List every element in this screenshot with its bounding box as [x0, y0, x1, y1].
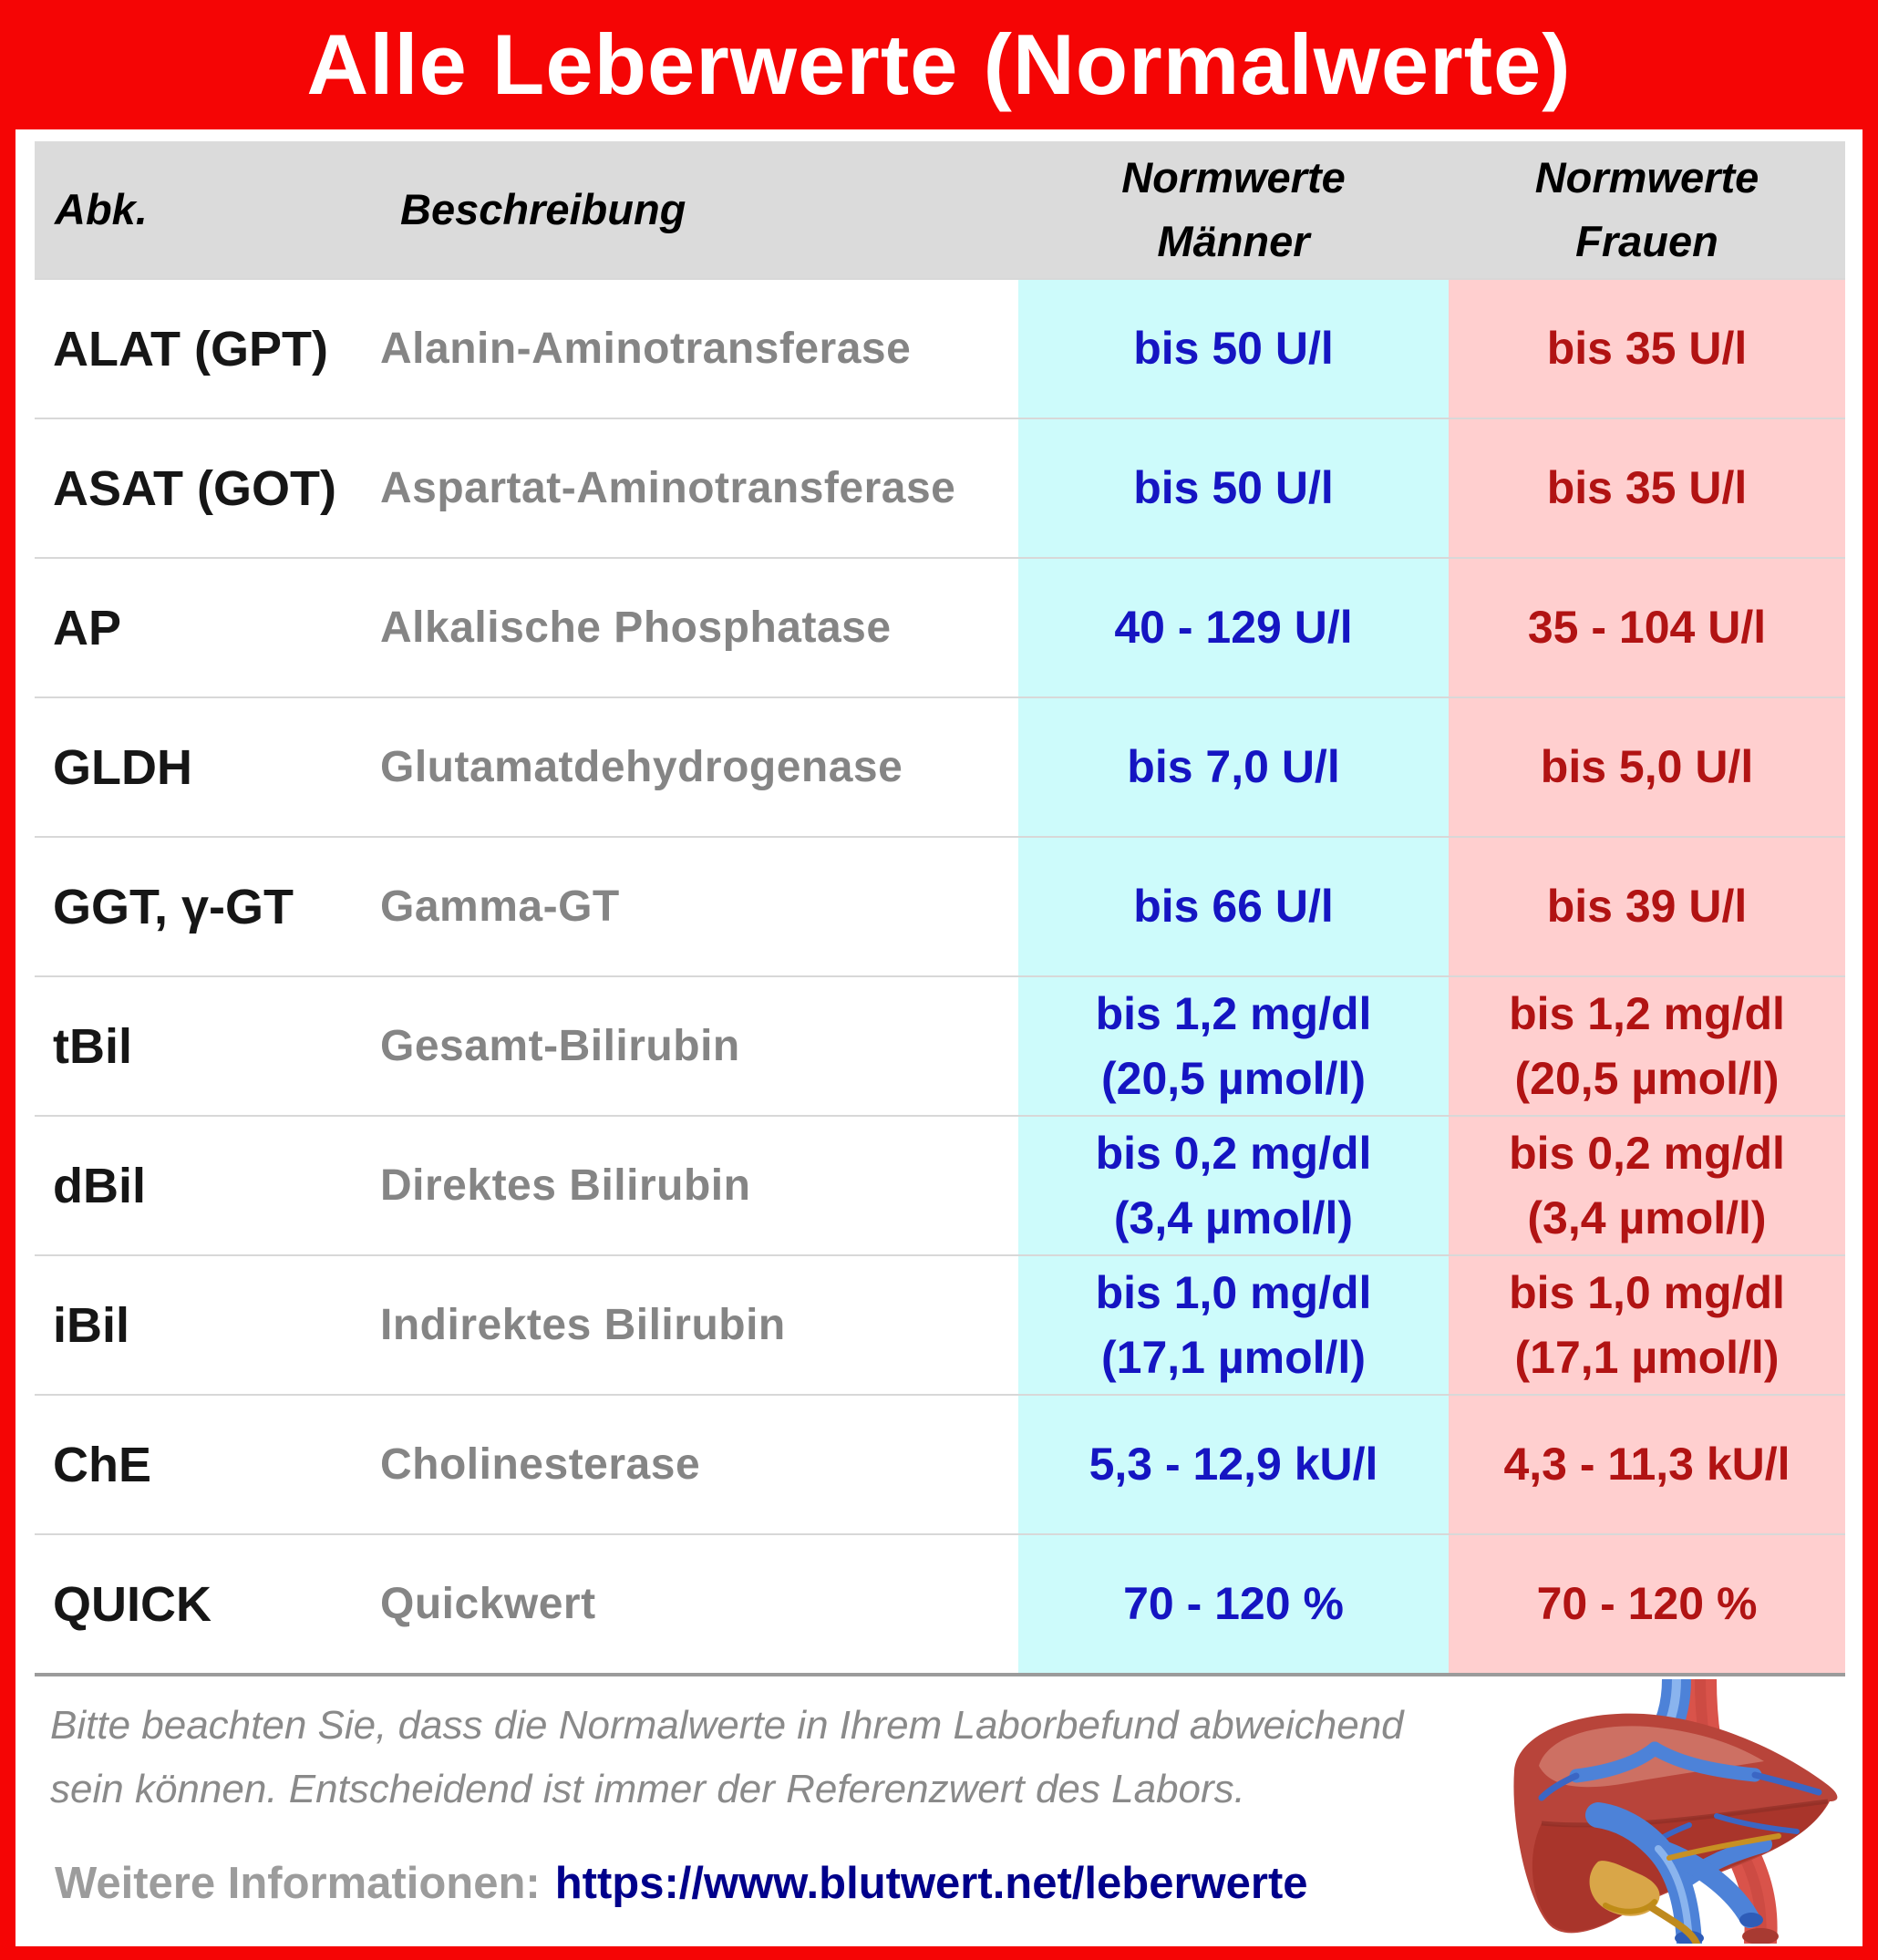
cell-women: bis 1,2 mg/dl (20,5 µmol/l) — [1449, 975, 1845, 1115]
cell-men: bis 0,2 mg/dl (3,4 µmol/l) — [1018, 1115, 1449, 1254]
cell-desc: Quickwert — [380, 1533, 1018, 1673]
content-area: Abk. Beschreibung Normwerte Männer Normw… — [15, 129, 1863, 1946]
cell-men: bis 7,0 U/l — [1018, 696, 1449, 836]
cell-desc: Indirektes Bilirubin — [380, 1254, 1018, 1394]
cell-desc: Gesamt-Bilirubin — [380, 975, 1018, 1115]
cell-men: bis 50 U/l — [1018, 278, 1449, 418]
liver-illustration — [1513, 1679, 1838, 1944]
cell-abk: QUICK — [35, 1533, 380, 1673]
header-frauen: Normwerte Frauen — [1449, 141, 1845, 278]
header-maenner: Normwerte Männer — [1018, 141, 1449, 278]
cell-men: bis 50 U/l — [1018, 418, 1449, 557]
title-band: Alle Leberwerte (Normalwerte) — [0, 0, 1878, 129]
cell-desc: Gamma-GT — [380, 836, 1018, 975]
leberwerte-table: Abk. Beschreibung Normwerte Männer Normw… — [35, 141, 1845, 1676]
blutwert-url-link[interactable]: https://www.blutwert.net/leberwerte — [554, 1859, 1308, 1908]
cell-desc: Alkalische Phosphatase — [380, 557, 1018, 696]
cell-women: 70 - 120 % — [1449, 1533, 1845, 1673]
cell-desc: Aspartat-Aminotransferase — [380, 418, 1018, 557]
cell-desc: Glutamatdehydrogenase — [380, 696, 1018, 836]
cell-desc: Cholinesterase — [380, 1394, 1018, 1533]
cell-abk: dBil — [35, 1115, 380, 1254]
more-info-label: Weitere Informationen: — [55, 1859, 541, 1908]
cell-women: bis 35 U/l — [1449, 418, 1845, 557]
cell-abk: GGT, γ-GT — [35, 836, 380, 975]
cell-women: 35 - 104 U/l — [1449, 557, 1845, 696]
cell-men: 70 - 120 % — [1018, 1533, 1449, 1673]
cell-desc: Alanin-Aminotransferase — [380, 278, 1018, 418]
cell-abk: GLDH — [35, 696, 380, 836]
cell-desc: Direktes Bilirubin — [380, 1115, 1018, 1254]
cell-women: bis 39 U/l — [1449, 836, 1845, 975]
cell-women: bis 35 U/l — [1449, 278, 1845, 418]
cell-abk: tBil — [35, 975, 380, 1115]
cell-men: bis 1,2 mg/dl (20,5 µmol/l) — [1018, 975, 1449, 1115]
cell-men: 40 - 129 U/l — [1018, 557, 1449, 696]
more-info-line: Weitere Informationen: https://www.blutwe… — [55, 1858, 1308, 1909]
cell-abk: AP — [35, 557, 380, 696]
cell-men: 5,3 - 12,9 kU/l — [1018, 1394, 1449, 1533]
header-abk: Abk. — [35, 141, 380, 278]
cell-women: bis 0,2 mg/dl (3,4 µmol/l) — [1449, 1115, 1845, 1254]
lab-disclaimer-note: Bitte beachten Sie, dass die Normalwerte… — [50, 1703, 1404, 1812]
cell-abk: ChE — [35, 1394, 380, 1533]
cell-abk: iBil — [35, 1254, 380, 1394]
cell-abk: ASAT (GOT) — [35, 418, 380, 557]
cell-women: bis 5,0 U/l — [1449, 696, 1845, 836]
cell-men: bis 66 U/l — [1018, 836, 1449, 975]
cell-women: bis 1,0 mg/dl (17,1 µmol/l) — [1449, 1254, 1845, 1394]
page-title: Alle Leberwerte (Normalwerte) — [306, 16, 1572, 112]
cell-abk: ALAT (GPT) — [35, 278, 380, 418]
header-beschreibung: Beschreibung — [380, 141, 1018, 278]
cell-women: 4,3 - 11,3 kU/l — [1449, 1394, 1845, 1533]
cell-men: bis 1,0 mg/dl (17,1 µmol/l) — [1018, 1254, 1449, 1394]
